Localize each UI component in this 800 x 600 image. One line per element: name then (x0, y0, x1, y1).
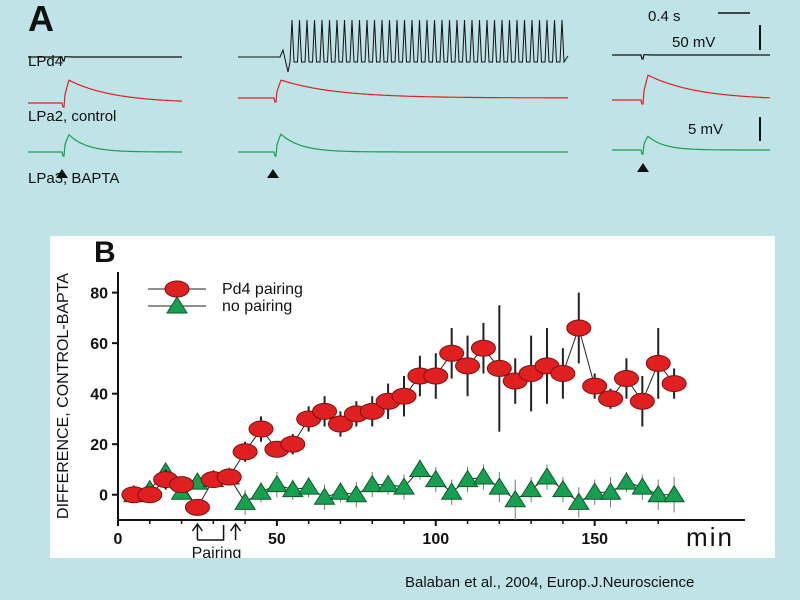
data-point (582, 377, 608, 395)
data-point (439, 344, 465, 362)
data-point (281, 479, 304, 498)
data-point (297, 477, 320, 495)
lpa2-trace-3 (612, 74, 770, 105)
data-point (583, 482, 606, 500)
data-point (504, 489, 527, 508)
lpa2-trace-2 (238, 79, 568, 103)
data-point (440, 482, 463, 500)
data-point (520, 479, 543, 498)
y-axis-label: DIFFERENCE, CONTROL-BAPTA (55, 273, 72, 519)
data-point (137, 486, 163, 504)
y-tick-label: 0 (99, 488, 108, 505)
data-point (391, 387, 417, 405)
pairing-label: Pairing (192, 545, 242, 558)
data-point (551, 479, 574, 498)
panel-b-letter: B (94, 236, 116, 269)
lpd4-trace-1 (28, 55, 182, 62)
data-point (393, 477, 415, 495)
data-point (361, 474, 384, 493)
data-point (169, 476, 195, 494)
y-tick-label: 80 (90, 286, 108, 303)
data-point (234, 492, 257, 510)
data-point (629, 392, 655, 410)
data-point (312, 402, 338, 420)
data-point (359, 402, 385, 420)
stimulus-arrow-1 (56, 169, 68, 178)
data-point (248, 420, 274, 438)
data-point (423, 367, 449, 385)
legend-label-1: Pd4 pairing (222, 281, 303, 298)
lpa3-trace-1 (28, 133, 182, 157)
data-point (647, 484, 670, 503)
voltage-scale-bottom-label: 5 mV (688, 121, 724, 138)
lpa3-label: LPa3, BAPTA (28, 170, 120, 187)
lpd4-trace-3 (612, 53, 770, 60)
y-tick-label: 40 (90, 387, 108, 404)
data-point (313, 487, 336, 505)
data-point (327, 415, 353, 433)
data-point (424, 469, 447, 488)
series-1 (122, 459, 686, 520)
data-point (408, 459, 431, 477)
data-point (472, 467, 495, 485)
pairing-arrowhead-1 (191, 522, 204, 532)
citation: Balaban et al., 2004, Europ.J.Neuroscien… (405, 574, 695, 591)
panel-a-traces (28, 12, 770, 178)
y-tick-label: 60 (90, 336, 108, 353)
data-point (663, 484, 686, 503)
data-point (232, 443, 258, 461)
data-point (456, 469, 479, 488)
lpa2-trace-1 (28, 79, 183, 108)
lpa3-trace-2 (238, 133, 568, 157)
data-point (486, 359, 512, 377)
y-tick-label: 20 (90, 437, 108, 454)
data-point (265, 474, 288, 493)
legend-marker-1 (164, 280, 190, 298)
legend-label-2: no pairing (222, 298, 292, 315)
traces-group (28, 19, 770, 178)
pairing-annotation: Pairing (191, 522, 242, 558)
data-point (536, 467, 558, 485)
data-point (599, 482, 622, 500)
series-0 (121, 292, 687, 516)
legend-marker-2 (166, 296, 188, 314)
x-tick-label: 0 (114, 531, 123, 548)
lpd4-trace-2 (238, 19, 569, 73)
voltage-scale-top-label: 50 mV (672, 34, 716, 51)
time-scale-label: 0.4 s (648, 8, 681, 25)
data-point (250, 482, 272, 500)
x-axis-label: min (686, 522, 734, 552)
pairing-arrowhead-2 (229, 522, 242, 532)
lpa2-label: LPa2, control (28, 108, 117, 125)
data-point (216, 468, 242, 486)
data-point (345, 484, 368, 503)
lpa3-trace-3 (612, 135, 770, 155)
data-point (613, 370, 639, 388)
data-point (566, 319, 592, 337)
x-tick-label: 150 (581, 531, 608, 548)
data-point (488, 477, 511, 495)
data-point (598, 390, 624, 408)
data-point (631, 477, 654, 495)
panel-a-letter: A (28, 0, 54, 39)
data-point (329, 482, 352, 500)
data-point (470, 339, 496, 357)
pairing-bracket (197, 525, 225, 541)
data-point (661, 375, 687, 393)
data-point (567, 492, 590, 510)
chart-b: B 0 20 40 60 80 0 50 100 150 min DIFFERENCE, CONTRO… (50, 236, 775, 558)
data-point (377, 474, 400, 493)
data-point (615, 472, 638, 490)
data-point (280, 435, 306, 453)
stimulus-arrow-2 (267, 169, 279, 178)
data-point (550, 364, 576, 382)
x-tick-label: 50 (268, 531, 286, 548)
data-point (184, 498, 210, 516)
data-point (455, 357, 481, 375)
x-tick-label: 100 (422, 531, 449, 548)
stimulus-arrow-3 (637, 163, 649, 172)
data-point (645, 354, 671, 372)
